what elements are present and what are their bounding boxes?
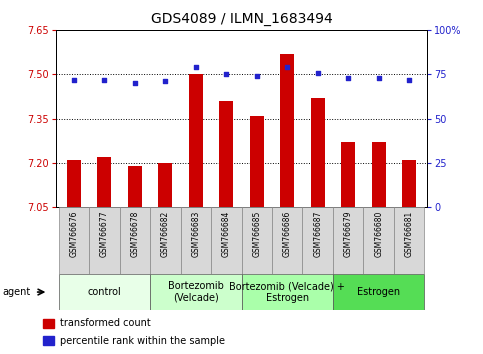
Bar bbox=[128, 166, 142, 207]
Bar bbox=[272, 207, 302, 274]
Text: GSM766687: GSM766687 bbox=[313, 210, 322, 257]
Text: GSM766679: GSM766679 bbox=[344, 210, 353, 257]
Bar bbox=[98, 157, 111, 207]
Bar bbox=[211, 207, 242, 274]
Point bbox=[161, 79, 169, 84]
Bar bbox=[242, 274, 333, 310]
Text: control: control bbox=[87, 287, 121, 297]
Bar bbox=[158, 163, 172, 207]
Point bbox=[131, 80, 139, 86]
Text: GSM766678: GSM766678 bbox=[130, 210, 139, 257]
Text: GSM766685: GSM766685 bbox=[252, 210, 261, 257]
Text: GSM766681: GSM766681 bbox=[405, 210, 413, 257]
Bar bbox=[120, 207, 150, 274]
Bar bbox=[280, 54, 294, 207]
Bar bbox=[402, 160, 416, 207]
Point bbox=[375, 75, 383, 81]
Bar bbox=[363, 207, 394, 274]
Text: GSM766682: GSM766682 bbox=[161, 210, 170, 257]
Text: GSM766677: GSM766677 bbox=[100, 210, 109, 257]
Bar bbox=[67, 160, 81, 207]
Text: Bortezomib (Velcade) +
Estrogen: Bortezomib (Velcade) + Estrogen bbox=[229, 281, 345, 303]
Point bbox=[192, 64, 199, 70]
Text: GSM766683: GSM766683 bbox=[191, 210, 200, 257]
Bar bbox=[333, 274, 425, 310]
Text: Bortezomib
(Velcade): Bortezomib (Velcade) bbox=[168, 281, 224, 303]
Bar bbox=[372, 142, 385, 207]
Point bbox=[344, 75, 352, 81]
Bar bbox=[43, 336, 54, 346]
Point bbox=[314, 70, 322, 75]
Bar bbox=[89, 207, 120, 274]
Point bbox=[253, 73, 261, 79]
Text: GSM766686: GSM766686 bbox=[283, 210, 292, 257]
Bar bbox=[333, 207, 363, 274]
Text: Estrogen: Estrogen bbox=[357, 287, 400, 297]
Text: GDS4089 / ILMN_1683494: GDS4089 / ILMN_1683494 bbox=[151, 12, 332, 27]
Text: agent: agent bbox=[2, 287, 30, 297]
Text: GSM766684: GSM766684 bbox=[222, 210, 231, 257]
Bar bbox=[181, 207, 211, 274]
Text: GSM766680: GSM766680 bbox=[374, 210, 383, 257]
Text: GSM766676: GSM766676 bbox=[70, 210, 78, 257]
Bar bbox=[150, 207, 181, 274]
Bar bbox=[250, 116, 264, 207]
Bar bbox=[43, 319, 54, 328]
Bar bbox=[341, 142, 355, 207]
Bar bbox=[242, 207, 272, 274]
Point bbox=[222, 72, 230, 77]
Point bbox=[284, 64, 291, 70]
Bar bbox=[219, 101, 233, 207]
Bar bbox=[302, 207, 333, 274]
Point bbox=[70, 77, 78, 82]
Text: percentile rank within the sample: percentile rank within the sample bbox=[60, 336, 225, 346]
Text: transformed count: transformed count bbox=[60, 318, 151, 329]
Bar bbox=[394, 207, 425, 274]
Bar bbox=[58, 274, 150, 310]
Bar bbox=[58, 207, 89, 274]
Bar bbox=[150, 274, 242, 310]
Point bbox=[100, 77, 108, 82]
Bar bbox=[189, 74, 203, 207]
Point bbox=[405, 77, 413, 82]
Bar bbox=[311, 98, 325, 207]
